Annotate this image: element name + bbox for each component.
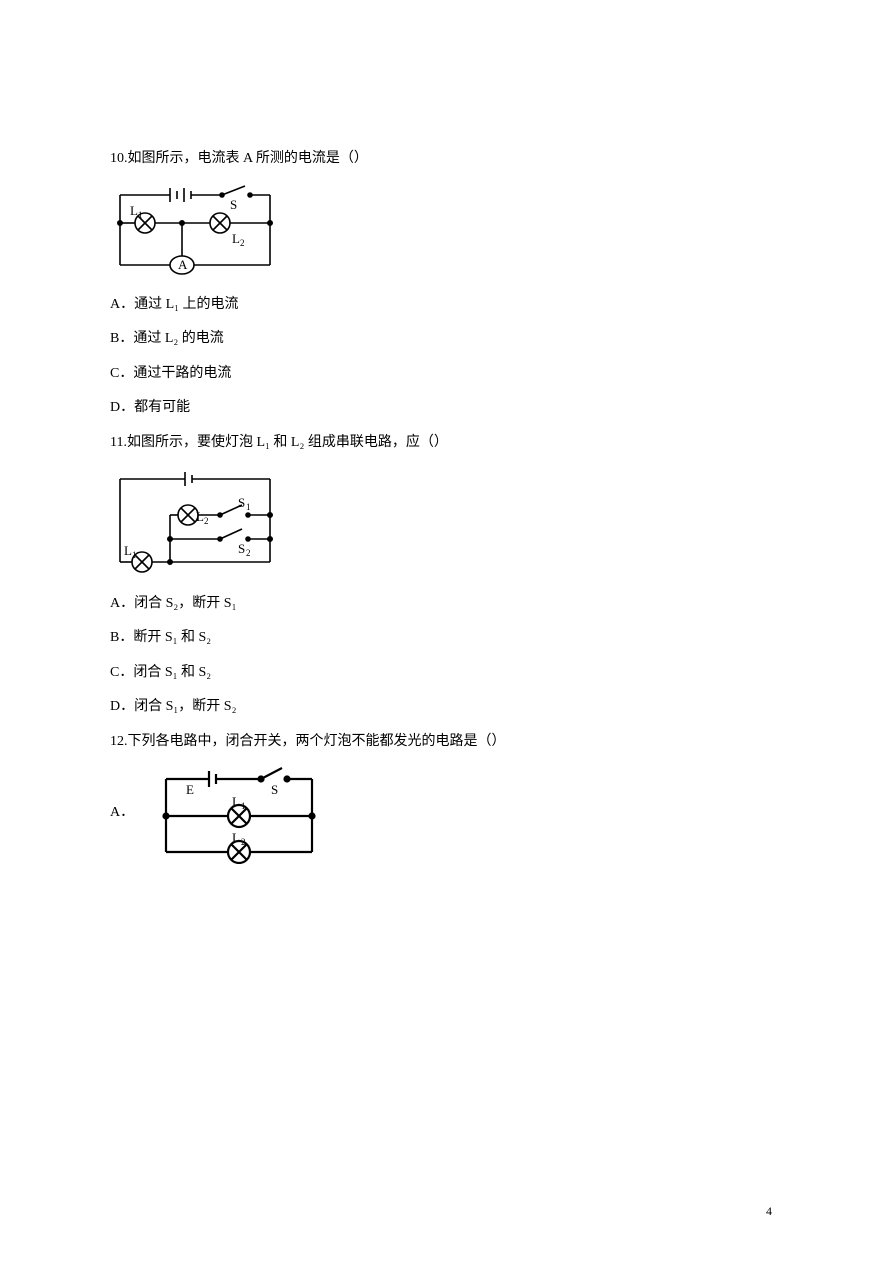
- q12-option-a-row: A．: [110, 764, 782, 864]
- q11-option-a: A．闭合 S₂，断开 S₁: [110, 591, 782, 618]
- page-number: 4: [766, 1200, 772, 1223]
- svg-text:A: A: [178, 257, 188, 272]
- svg-text:1: 1: [246, 502, 251, 512]
- svg-text:L: L: [124, 543, 132, 558]
- q12-diagram-a: E S L1 L2: [154, 764, 324, 864]
- svg-text:2: 2: [240, 238, 245, 248]
- page: 10.如图所示，电流表 A 所测的电流是（）: [0, 0, 892, 1263]
- svg-text:S: S: [271, 782, 278, 797]
- svg-text:E: E: [186, 782, 194, 797]
- q10-diagram: L1 L2 S A: [110, 183, 782, 278]
- svg-text:S: S: [238, 541, 245, 556]
- svg-text:L: L: [232, 231, 240, 246]
- svg-text:2: 2: [246, 548, 251, 558]
- q11-option-c: C．闭合 S₁ 和 S₂: [110, 660, 782, 687]
- svg-text:1: 1: [241, 801, 246, 811]
- q11-diagram: L1 L2 S1 S2: [110, 467, 782, 577]
- q10-stem: 10.如图所示，电流表 A 所测的电流是（）: [110, 146, 782, 173]
- svg-text:S: S: [238, 495, 245, 510]
- svg-text:L: L: [196, 509, 204, 524]
- svg-text:L: L: [232, 794, 240, 809]
- q11-option-d: D．闭合 S₁，断开 S₂: [110, 694, 782, 721]
- q10-option-d: D．都有可能: [110, 395, 782, 422]
- svg-text:2: 2: [241, 837, 246, 847]
- svg-text:L: L: [232, 830, 240, 845]
- svg-text:2: 2: [204, 516, 209, 526]
- q10-option-b: B．通过 L₂ 的电流: [110, 326, 782, 353]
- q11-stem: 11.如图所示，要使灯泡 L₁ 和 L₂ 组成串联电路，应（）: [110, 430, 782, 457]
- q12-stem: 12.下列各电路中，闭合开关，两个灯泡不能都发光的电路是（）: [110, 729, 782, 756]
- q10-option-c: C．通过干路的电流: [110, 361, 782, 388]
- q11-option-b: B．断开 S₁ 和 S₂: [110, 625, 782, 652]
- svg-text:S: S: [230, 197, 237, 212]
- q12-option-a-label: A．: [110, 800, 134, 827]
- svg-text:L: L: [130, 203, 138, 218]
- q10-option-a: A．通过 L₁ 上的电流: [110, 292, 782, 319]
- svg-text:1: 1: [138, 210, 143, 220]
- svg-text:1: 1: [132, 550, 137, 560]
